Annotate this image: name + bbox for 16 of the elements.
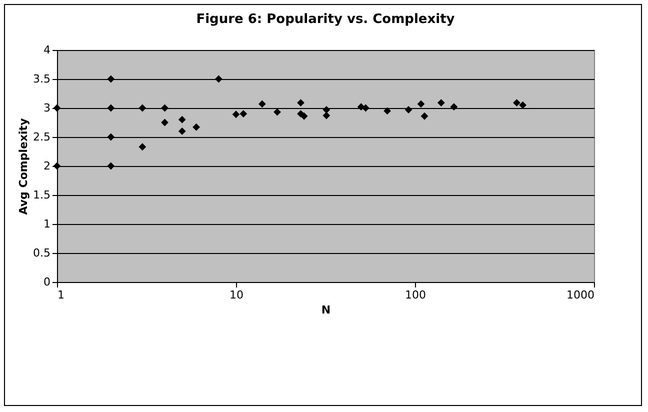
x-tick-label: 1000 [566, 288, 594, 302]
x-tick-label: 1 [58, 288, 64, 302]
y-tick-label: 2.5 [33, 130, 50, 144]
x-axis-title: N [321, 304, 331, 316]
x-tick-label: 100 [405, 288, 426, 302]
y-axis-title: Avg Complexity [17, 118, 30, 215]
y-tick-label: 0 [44, 276, 50, 288]
chart-title: Figure 6: Popularity vs. Complexity [196, 12, 456, 27]
x-tick-label: 10 [230, 288, 244, 302]
y-tick-label: 0.5 [33, 246, 50, 260]
y-tick-label: 2 [44, 160, 50, 172]
y-tick-label: 1.5 [33, 188, 50, 202]
y-tick-label: 1 [44, 218, 50, 230]
y-tick-label: 3 [44, 102, 50, 114]
y-tick-label: 4 [44, 44, 50, 56]
y-tick-label: 3.5 [33, 72, 50, 86]
